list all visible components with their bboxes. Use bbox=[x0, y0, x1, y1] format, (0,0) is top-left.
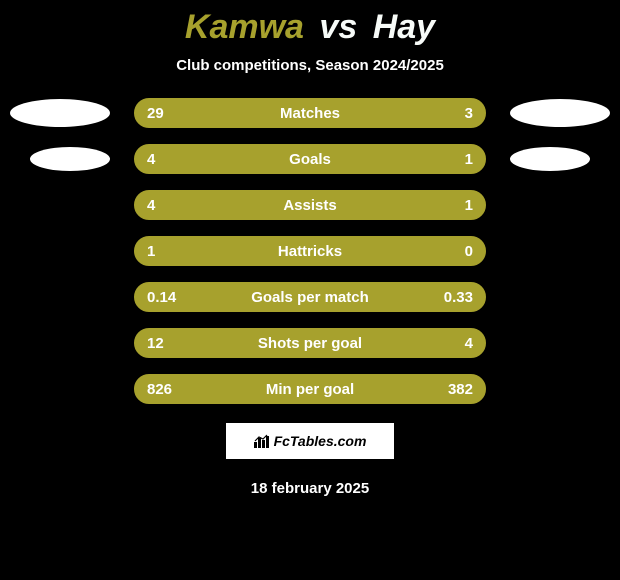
player1-badge bbox=[30, 147, 110, 171]
stat-label: Min per goal bbox=[187, 381, 433, 398]
subtitle: Club competitions, Season 2024/2025 bbox=[0, 57, 620, 74]
player1-name: Kamwa bbox=[185, 8, 304, 46]
title: Kamwa vs Hay bbox=[0, 8, 620, 47]
date-text: 18 february 2025 bbox=[0, 480, 620, 497]
stat-bar: 12Shots per goal4 bbox=[134, 328, 486, 358]
stat-value-right: 1 bbox=[433, 197, 473, 214]
stat-value-right: 0.33 bbox=[433, 289, 473, 306]
stat-label: Goals per match bbox=[187, 289, 433, 306]
stat-bar: 1Hattricks0 bbox=[134, 236, 486, 266]
stat-row: 1Hattricks0 bbox=[0, 236, 620, 266]
player2-badge bbox=[510, 99, 610, 127]
stat-row: 0.14Goals per match0.33 bbox=[0, 282, 620, 312]
stat-value-left: 0.14 bbox=[147, 289, 187, 306]
stat-value-right: 1 bbox=[433, 151, 473, 168]
player1-badge bbox=[10, 99, 110, 127]
stat-row: 29Matches3 bbox=[0, 98, 620, 128]
comparison-infographic: Kamwa vs Hay Club competitions, Season 2… bbox=[0, 0, 620, 580]
stat-bar: 29Matches3 bbox=[134, 98, 486, 128]
player2-name: Hay bbox=[373, 8, 435, 46]
stat-rows: 29Matches34Goals14Assists11Hattricks00.1… bbox=[0, 98, 620, 404]
stat-value-left: 826 bbox=[147, 381, 187, 398]
stat-value-left: 12 bbox=[147, 335, 187, 352]
stat-bar: 826Min per goal382 bbox=[134, 374, 486, 404]
fctables-logo: FcTables.com bbox=[225, 422, 395, 460]
player2-badge bbox=[510, 147, 590, 171]
stat-value-left: 1 bbox=[147, 243, 187, 260]
stat-label: Shots per goal bbox=[187, 335, 433, 352]
stat-value-right: 3 bbox=[433, 105, 473, 122]
chart-icon bbox=[254, 434, 270, 448]
stat-value-left: 4 bbox=[147, 197, 187, 214]
stat-value-left: 29 bbox=[147, 105, 187, 122]
stat-bar: 4Assists1 bbox=[134, 190, 486, 220]
stat-row: 826Min per goal382 bbox=[0, 374, 620, 404]
stat-value-right: 4 bbox=[433, 335, 473, 352]
stat-value-right: 382 bbox=[433, 381, 473, 398]
stat-value-left: 4 bbox=[147, 151, 187, 168]
stat-label: Hattricks bbox=[187, 243, 433, 260]
stat-bar: 4Goals1 bbox=[134, 144, 486, 174]
stat-label: Goals bbox=[187, 151, 433, 168]
title-vs: vs bbox=[319, 8, 357, 46]
stat-bar: 0.14Goals per match0.33 bbox=[134, 282, 486, 312]
stat-row: 4Goals1 bbox=[0, 144, 620, 174]
stat-value-right: 0 bbox=[433, 243, 473, 260]
stat-label: Assists bbox=[187, 197, 433, 214]
stat-row: 4Assists1 bbox=[0, 190, 620, 220]
logo-text: FcTables.com bbox=[274, 433, 367, 449]
stat-label: Matches bbox=[187, 105, 433, 122]
stat-row: 12Shots per goal4 bbox=[0, 328, 620, 358]
